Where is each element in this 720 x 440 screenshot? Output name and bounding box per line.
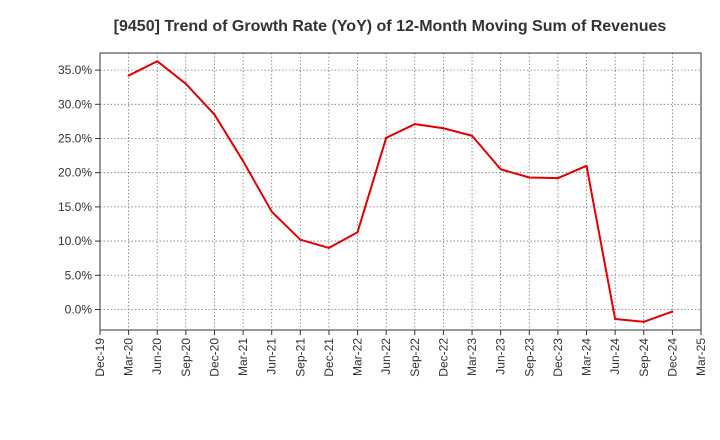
data-point xyxy=(270,210,273,213)
data-point xyxy=(385,136,388,139)
x-tick-label: Mar-20 xyxy=(122,338,136,376)
data-point xyxy=(127,74,130,77)
x-tick-label: Mar-24 xyxy=(580,338,594,376)
x-tick-label: Dec-21 xyxy=(322,338,336,377)
x-tick-label: Mar-25 xyxy=(694,338,708,376)
data-point xyxy=(442,127,445,130)
x-tick-label: Jun-22 xyxy=(379,338,393,375)
series-line xyxy=(128,60,673,323)
y-tick-label: 0.0% xyxy=(65,302,93,316)
x-tick-label: Dec-20 xyxy=(207,338,221,377)
x-tick-label: Sep-21 xyxy=(293,338,307,377)
data-point xyxy=(614,318,617,321)
y-tick-label: 15.0% xyxy=(58,200,92,214)
x-tick-label: Jun-20 xyxy=(150,338,164,375)
series-layer xyxy=(127,60,674,323)
x-tick-label: Jun-21 xyxy=(265,338,279,375)
y-tick-label: 35.0% xyxy=(58,63,92,77)
x-tick-label: Sep-23 xyxy=(522,338,536,377)
data-point xyxy=(471,134,474,137)
x-tick-label: Sep-22 xyxy=(408,338,422,377)
x-tick-label: Dec-19 xyxy=(93,338,107,377)
data-point xyxy=(327,246,330,249)
x-tick-label: Mar-23 xyxy=(465,338,479,376)
x-axis-tick-labels: Dec-19 Mar-20 Jun-20 Sep-20 Dec-20 Mar-21 Jun-… xyxy=(93,338,708,377)
plot-frame xyxy=(95,52,702,335)
data-point xyxy=(585,164,588,167)
chart-title: [9450] Trend of Growth Rate (YoY) of 12-… xyxy=(114,18,667,35)
y-tick-label: 5.0% xyxy=(65,268,93,282)
y-axis-tick-labels: 0.0% 5.0% 10.0% 15.0% 20.0% 25.0% 30.0% 35.0% xyxy=(58,63,92,316)
x-tick-label: Dec-24 xyxy=(665,338,679,377)
x-tick-label: Sep-20 xyxy=(179,338,193,377)
plot-border xyxy=(99,52,702,331)
data-point xyxy=(642,320,645,323)
data-point xyxy=(413,123,416,126)
x-tick-label: Dec-22 xyxy=(436,338,450,377)
y-tick-label: 20.0% xyxy=(58,166,92,180)
x-tick-label: Mar-22 xyxy=(351,338,365,376)
x-tick-label: Sep-24 xyxy=(637,338,651,377)
y-tick-label: 30.0% xyxy=(58,97,92,111)
data-point xyxy=(499,168,502,171)
x-tick-label: Jun-24 xyxy=(608,338,622,375)
data-point xyxy=(156,60,159,63)
y-tick-label: 25.0% xyxy=(58,131,92,145)
data-point xyxy=(184,82,187,85)
data-point xyxy=(528,176,531,179)
data-point xyxy=(671,310,674,313)
x-tick-label: Jun-23 xyxy=(494,338,508,375)
data-point xyxy=(213,113,216,116)
data-point xyxy=(556,177,559,180)
data-point xyxy=(299,238,302,241)
grid xyxy=(99,53,702,330)
y-tick-label: 10.0% xyxy=(58,234,92,248)
x-tick-label: Dec-23 xyxy=(551,338,565,377)
data-point xyxy=(242,160,245,163)
data-point xyxy=(356,231,359,234)
x-tick-label: Mar-21 xyxy=(236,338,250,376)
